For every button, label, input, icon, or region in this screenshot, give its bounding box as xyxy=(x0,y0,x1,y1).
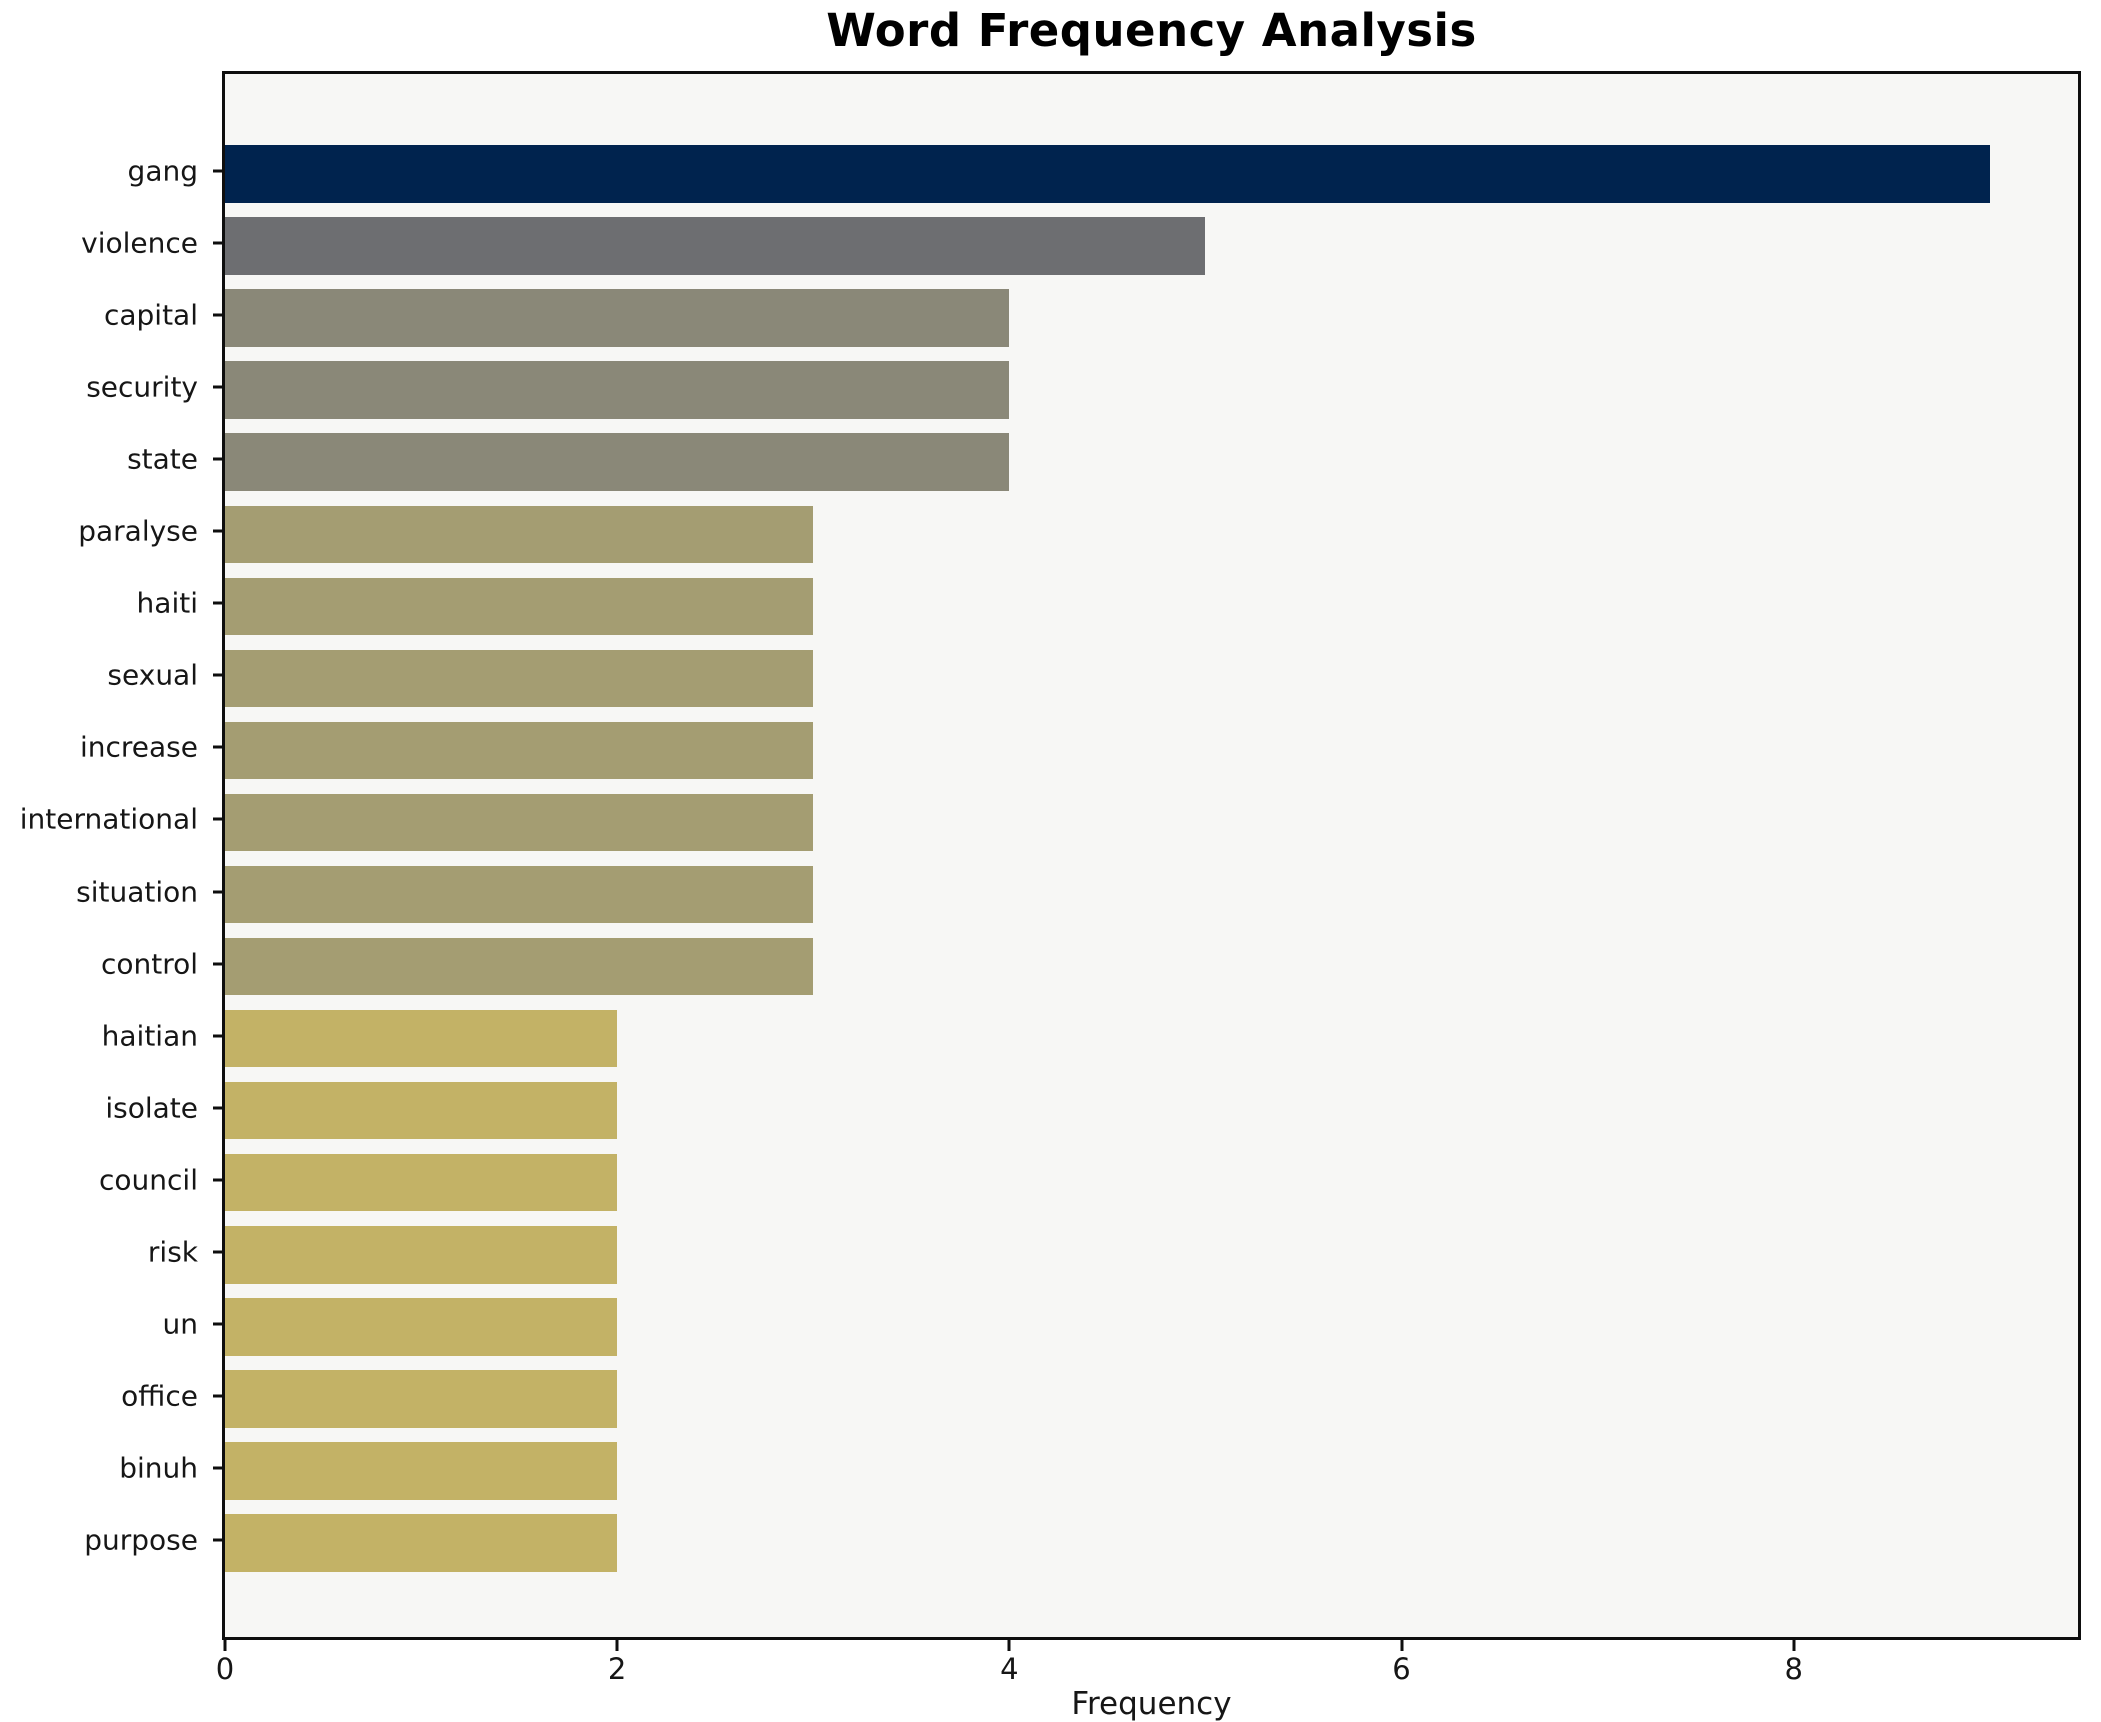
y-tick-mark xyxy=(213,1322,222,1326)
bar-international xyxy=(225,793,814,852)
y-tick-label-office: office xyxy=(121,1379,198,1413)
bar-security xyxy=(225,361,1010,420)
x-tick-label-8: 8 xyxy=(1784,1652,1803,1686)
x-tick-label-6: 6 xyxy=(1392,1652,1411,1686)
bar-haitian xyxy=(225,1009,618,1068)
y-tick-mark xyxy=(213,1466,222,1470)
bar-council xyxy=(225,1153,618,1212)
y-tick-label-capital: capital xyxy=(103,298,198,332)
y-tick-label-purpose: purpose xyxy=(84,1523,198,1557)
y-tick-mark xyxy=(213,673,222,677)
y-tick-label-state: state xyxy=(127,442,198,476)
x-tick-mark xyxy=(1792,1640,1796,1651)
bar-control xyxy=(225,937,814,996)
x-tick-mark xyxy=(1007,1640,1011,1651)
bar-situation xyxy=(225,865,814,924)
y-tick-label-violence: violence xyxy=(81,226,198,260)
y-tick-mark xyxy=(213,1034,222,1038)
y-tick-mark xyxy=(213,1178,222,1182)
y-tick-label-increase: increase xyxy=(79,730,198,764)
bar-binuh xyxy=(225,1442,618,1500)
y-tick-label-haiti: haiti xyxy=(136,586,198,620)
y-tick-mark xyxy=(213,1106,222,1110)
y-tick-mark xyxy=(213,1538,222,1542)
y-tick-mark xyxy=(213,817,222,821)
y-tick-label-security: security xyxy=(86,370,198,404)
y-tick-mark xyxy=(213,745,222,749)
y-tick-label-international: international xyxy=(19,802,198,836)
bar-capital xyxy=(225,289,1010,348)
y-tick-mark xyxy=(213,385,222,389)
x-tick-label-4: 4 xyxy=(1000,1652,1019,1686)
bar-sexual xyxy=(225,649,814,708)
bar-increase xyxy=(225,721,814,780)
x-tick-label-2: 2 xyxy=(607,1652,627,1686)
x-axis-label: Frequency xyxy=(1071,1686,1232,1722)
y-tick-label-council: council xyxy=(99,1163,198,1197)
bar-state xyxy=(225,433,1010,492)
y-tick-label-isolate: isolate xyxy=(105,1091,198,1125)
bar-un xyxy=(225,1297,618,1356)
y-tick-label-paralyse: paralyse xyxy=(78,514,198,548)
y-tick-label-situation: situation xyxy=(76,875,198,909)
y-tick-mark xyxy=(213,601,222,605)
y-tick-mark xyxy=(213,1250,222,1254)
x-tick-mark xyxy=(223,1640,227,1651)
bar-haiti xyxy=(225,577,814,636)
bar-isolate xyxy=(225,1081,618,1140)
x-tick-mark xyxy=(1400,1640,1403,1651)
chart-title: Word Frequency Analysis xyxy=(826,4,1477,57)
y-tick-label-haitian: haitian xyxy=(101,1019,198,1053)
bar-gang xyxy=(225,145,1990,203)
y-tick-label-gang: gang xyxy=(127,154,198,188)
bar-paralyse xyxy=(225,505,814,564)
y-tick-mark xyxy=(213,241,222,245)
y-tick-mark xyxy=(213,962,222,966)
bar-office xyxy=(225,1369,618,1428)
y-tick-label-control: control xyxy=(100,947,198,981)
y-tick-label-sexual: sexual xyxy=(107,658,198,692)
bar-violence xyxy=(225,217,1206,275)
y-tick-label-un: un xyxy=(162,1307,199,1341)
y-tick-mark xyxy=(213,169,222,173)
x-tick-mark xyxy=(615,1640,619,1651)
y-tick-mark xyxy=(213,313,222,317)
y-tick-mark xyxy=(213,890,222,894)
y-tick-mark xyxy=(213,529,222,533)
bar-risk xyxy=(225,1225,618,1284)
y-tick-label-risk: risk xyxy=(147,1235,198,1269)
bar-purpose xyxy=(225,1514,618,1572)
y-tick-mark xyxy=(213,1394,222,1398)
y-tick-mark xyxy=(213,457,222,461)
x-tick-label-0: 0 xyxy=(215,1652,235,1686)
plot-area xyxy=(222,71,2081,1640)
y-tick-label-binuh: binuh xyxy=(119,1451,198,1485)
